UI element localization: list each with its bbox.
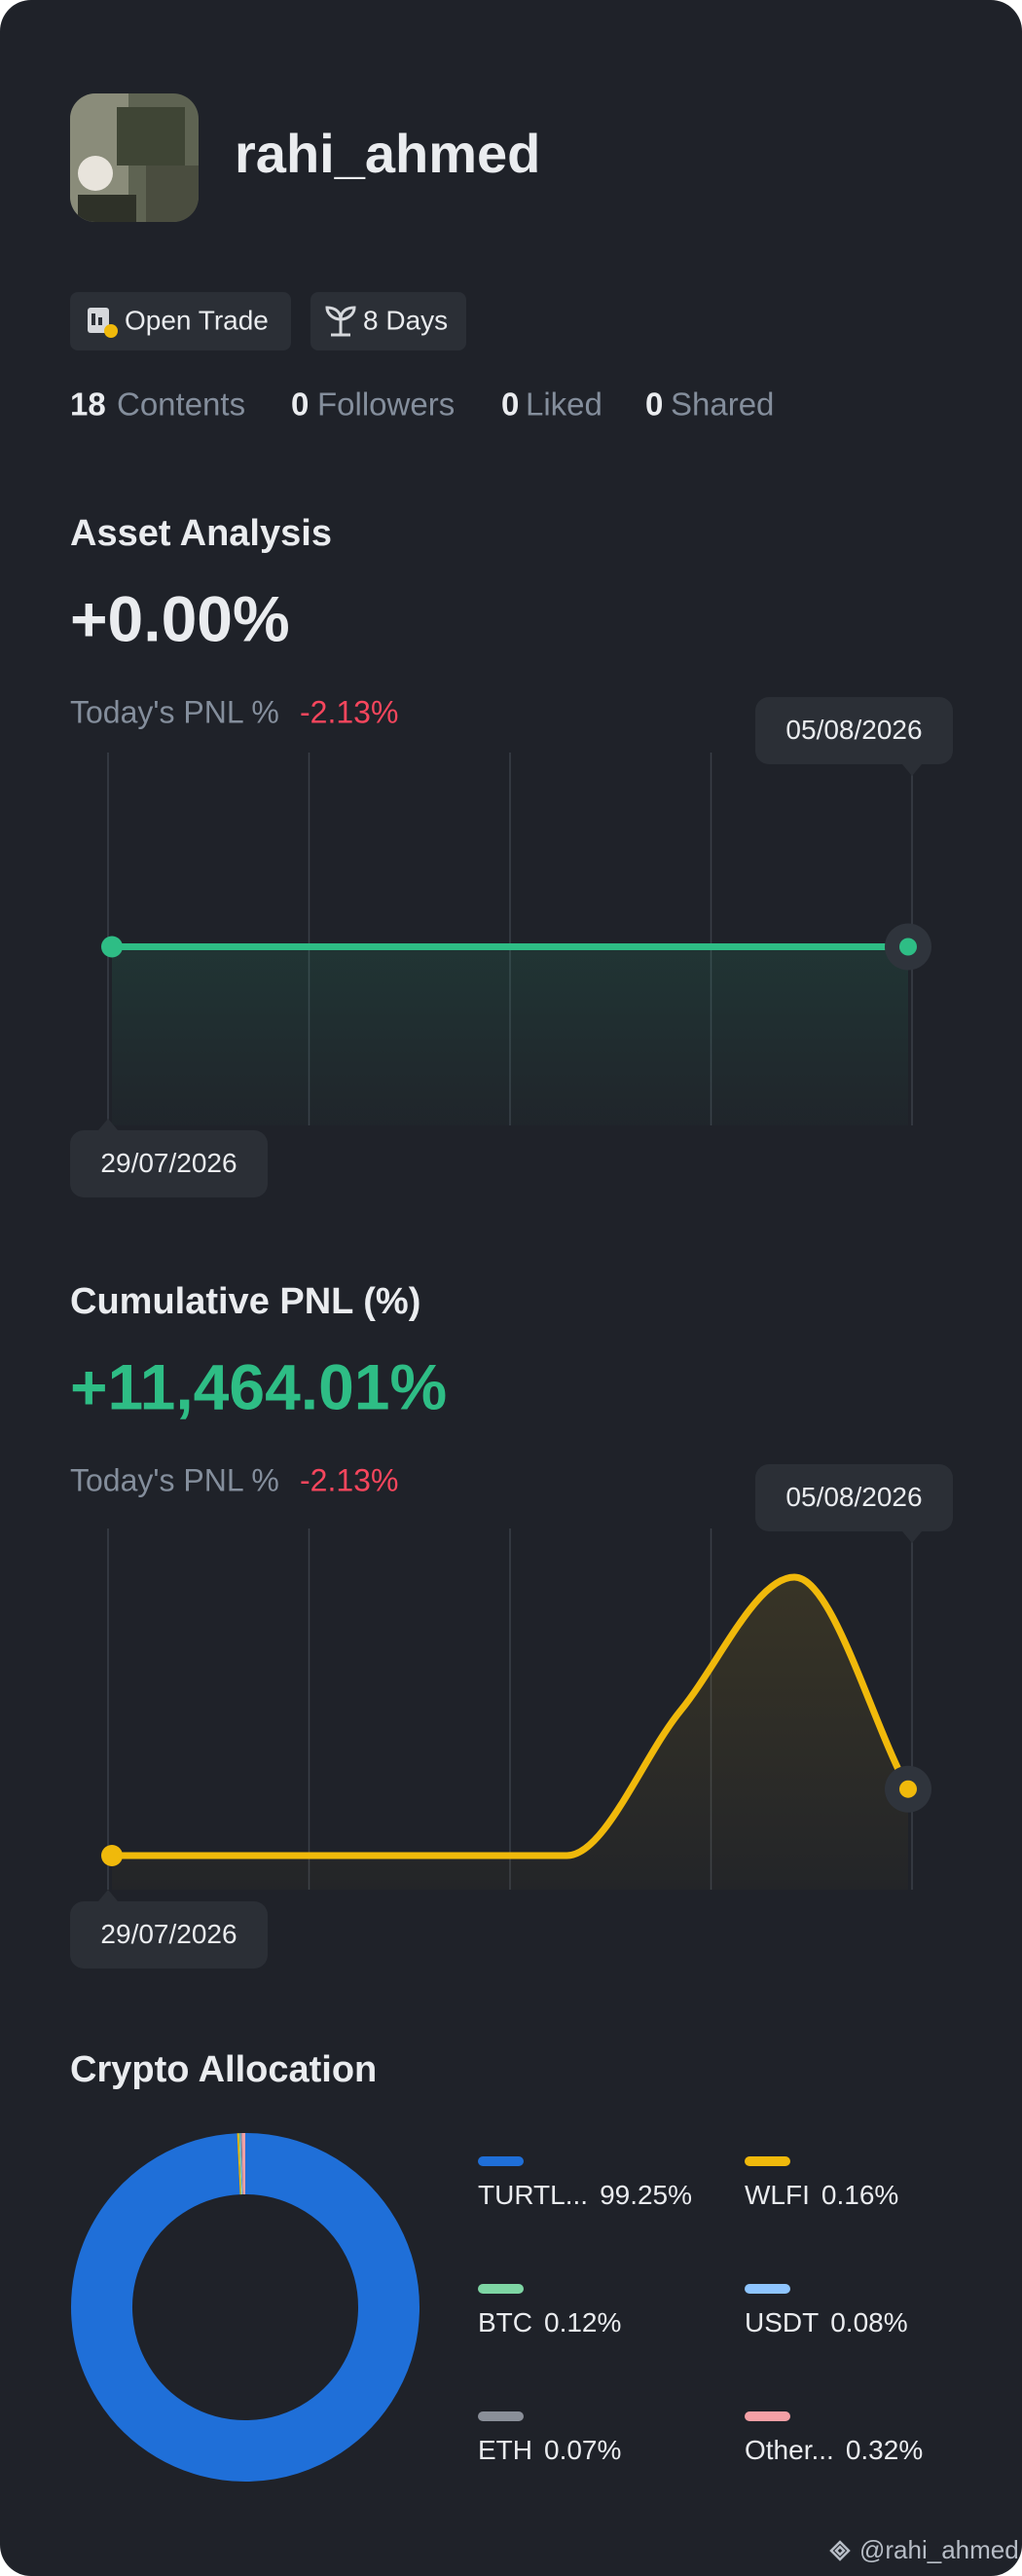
stat-count: 0 bbox=[291, 386, 309, 423]
legend-label: Other... bbox=[745, 2435, 834, 2465]
headline-value: +0.00% bbox=[70, 582, 290, 654]
legend-value: 99.25% bbox=[600, 2180, 692, 2210]
username: rahi_ahmed bbox=[235, 123, 540, 184]
badge-label: Open Trade bbox=[125, 305, 269, 335]
tooltip-pointer bbox=[98, 1119, 118, 1130]
date-label: 05/08/2026 bbox=[785, 715, 922, 745]
area-fill bbox=[112, 946, 908, 1125]
legend-value: 0.12% bbox=[544, 2307, 621, 2337]
avatar bbox=[70, 93, 199, 222]
legend-swatch bbox=[478, 2411, 524, 2421]
legend-label: BTC bbox=[478, 2307, 532, 2337]
open-trade-icon bbox=[88, 308, 118, 338]
brand-icon bbox=[829, 2540, 851, 2561]
date-tooltip bbox=[755, 697, 953, 764]
stat-count: 18 bbox=[70, 386, 106, 423]
legend-entry: USDT 0.08% bbox=[745, 2307, 908, 2337]
legend-value: 0.16% bbox=[821, 2180, 898, 2210]
date-label: 05/08/2026 bbox=[785, 1482, 922, 1512]
watermark-handle: @rahi_ahmed bbox=[859, 2535, 1019, 2564]
sprout-icon bbox=[325, 306, 356, 337]
legend-entry: TURTL... 99.25% bbox=[478, 2180, 692, 2210]
date-tooltip bbox=[755, 1464, 953, 1531]
stat-count: 0 bbox=[501, 386, 519, 423]
legend-swatch bbox=[745, 2284, 790, 2294]
badge-label: 8 Days bbox=[363, 305, 448, 335]
section-title: Asset Analysis bbox=[70, 513, 332, 554]
area-fill bbox=[112, 1577, 908, 1890]
legend-entry: ETH 0.07% bbox=[478, 2435, 621, 2465]
legend-label: USDT bbox=[745, 2307, 819, 2337]
section-title: Cumulative PNL (%) bbox=[70, 1281, 420, 1322]
section-title: Crypto Allocation bbox=[70, 2049, 377, 2090]
legend-label: TURTL... bbox=[478, 2180, 588, 2210]
legend-label: WLFI bbox=[745, 2180, 810, 2210]
legend-swatch bbox=[745, 2411, 790, 2421]
start-point bbox=[101, 1845, 123, 1866]
headline-value: +11,464.01% bbox=[70, 1350, 447, 1422]
legend-entry: WLFI 0.16% bbox=[745, 2180, 898, 2210]
end-point bbox=[899, 938, 917, 956]
pnl-label: Today's PNL % bbox=[70, 1462, 279, 1497]
tooltip-pointer bbox=[902, 1531, 922, 1543]
start-point bbox=[101, 936, 123, 958]
legend-entry: Other... 0.32% bbox=[745, 2435, 923, 2465]
tooltip-pointer bbox=[902, 764, 922, 776]
date-label: 29/07/2026 bbox=[100, 1148, 237, 1178]
donut-segment bbox=[70, 2133, 420, 2482]
legend-swatch bbox=[745, 2156, 790, 2166]
pnl-label: Today's PNL % bbox=[70, 694, 279, 729]
date-label: 29/07/2026 bbox=[100, 1919, 237, 1949]
legend-swatch bbox=[478, 2156, 524, 2166]
legend-value: 0.08% bbox=[830, 2307, 907, 2337]
stat-label: Contents bbox=[117, 386, 245, 423]
pnl-value: -2.13% bbox=[300, 1462, 398, 1497]
stat-count: 0 bbox=[645, 386, 663, 423]
tooltip-pointer bbox=[98, 1890, 118, 1901]
legend-value: 0.32% bbox=[846, 2435, 923, 2465]
legend-entry: BTC 0.12% bbox=[478, 2307, 621, 2337]
stat-label: Followers bbox=[317, 386, 455, 423]
pnl-value: -2.13% bbox=[300, 694, 398, 729]
date-tooltip bbox=[70, 1901, 268, 1969]
legend-label: ETH bbox=[478, 2435, 532, 2465]
badge bbox=[70, 292, 291, 350]
legend-value: 0.07% bbox=[544, 2435, 621, 2465]
date-tooltip bbox=[70, 1130, 268, 1197]
end-point bbox=[899, 1780, 917, 1798]
stat-label: Shared bbox=[671, 386, 774, 423]
stat-label: Liked bbox=[526, 386, 602, 423]
legend-swatch bbox=[478, 2284, 524, 2294]
pnl-line bbox=[108, 1573, 912, 1859]
